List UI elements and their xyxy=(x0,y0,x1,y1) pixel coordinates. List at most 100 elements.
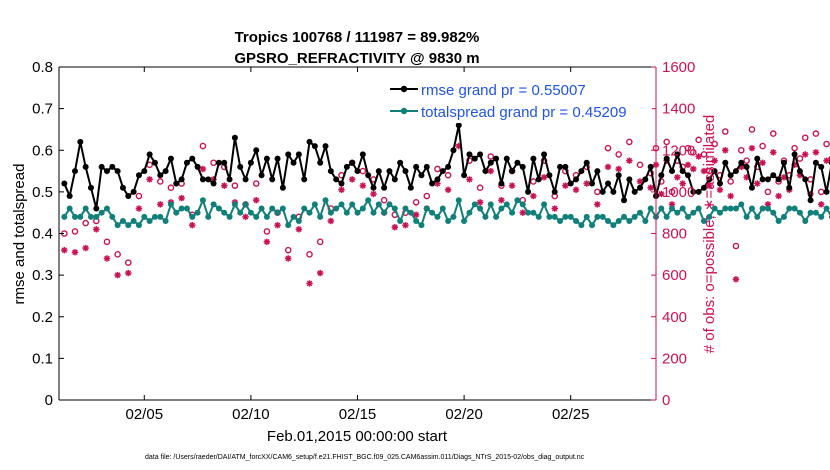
rmse-marker xyxy=(823,188,830,195)
y2-tick-label: 400 xyxy=(662,309,687,326)
y2-tick-label: 800 xyxy=(662,226,687,243)
totalspread-marker xyxy=(135,222,142,229)
rmse-marker xyxy=(477,151,484,158)
obs-possible-marker xyxy=(231,182,239,189)
obs-possible-marker xyxy=(711,140,718,148)
obs-assimilated-marker xyxy=(716,186,724,193)
obs-possible-marker xyxy=(759,142,766,150)
legend-rmse-label: rmse grand pr = 0.55007 xyxy=(421,82,586,99)
obs-assimilated-marker xyxy=(253,197,260,204)
totalspread-marker xyxy=(109,213,116,220)
rmse-marker xyxy=(322,143,329,150)
totalspread-marker xyxy=(381,209,388,216)
totalspread-marker xyxy=(429,209,436,216)
totalspread-marker xyxy=(370,209,377,216)
totalspread-marker xyxy=(242,201,249,208)
obs-assimilated-marker xyxy=(636,178,644,185)
obs-assimilated-marker xyxy=(802,151,809,158)
totalspread-marker xyxy=(391,205,398,212)
rmse-marker xyxy=(413,163,420,170)
totalspread-marker xyxy=(482,213,489,220)
totalspread-marker xyxy=(455,197,462,204)
obs-assimilated-marker xyxy=(338,186,345,193)
totalspread-marker xyxy=(349,201,356,208)
obs-possible-marker xyxy=(306,251,313,258)
totalspread-marker xyxy=(764,205,771,212)
rmse-marker xyxy=(397,159,404,166)
totalspread-marker xyxy=(87,213,94,220)
obs-assimilated-marker xyxy=(700,167,708,175)
obs-possible-marker xyxy=(71,228,79,235)
totalspread-marker xyxy=(157,213,164,220)
rmse-marker xyxy=(103,168,110,175)
rmse-marker xyxy=(242,176,249,183)
obs-possible-marker xyxy=(668,188,676,196)
rmse-marker xyxy=(301,176,308,183)
obs-assimilated-marker xyxy=(823,157,830,164)
totalspread-marker xyxy=(439,205,446,212)
rmse-marker xyxy=(637,184,644,191)
rmse-marker xyxy=(754,155,761,162)
data-layer xyxy=(61,115,830,287)
obs-possible-marker xyxy=(604,144,612,152)
rmse-marker xyxy=(407,184,414,191)
obs-assimilated-marker xyxy=(391,224,399,231)
totalspread-marker xyxy=(162,218,169,225)
totalspread-marker xyxy=(146,218,153,225)
rmse-marker xyxy=(199,176,206,183)
rmse-marker xyxy=(764,176,771,183)
totalspread-marker xyxy=(615,218,622,225)
totalspread-marker xyxy=(77,213,84,220)
totalspread-marker xyxy=(722,205,729,212)
rmse-marker xyxy=(434,176,441,183)
totalspread-marker xyxy=(583,213,590,220)
rmse-marker xyxy=(82,163,89,170)
obs-possible-marker xyxy=(135,192,143,200)
rmse-marker xyxy=(487,159,494,166)
obs-possible-marker xyxy=(801,134,809,142)
rmse-marker xyxy=(605,180,612,187)
obs-assimilated-marker xyxy=(82,244,89,252)
rmse-marker xyxy=(599,188,606,195)
obs-assimilated-marker xyxy=(157,201,164,208)
obs-possible-marker xyxy=(737,146,745,154)
obs-assimilated-marker xyxy=(727,192,734,200)
obs-assimilated-marker xyxy=(519,209,526,216)
obs-assimilated-marker xyxy=(103,255,111,262)
rmse-marker xyxy=(61,180,68,187)
obs-possible-marker xyxy=(487,153,495,160)
totalspread-marker xyxy=(610,222,617,229)
rmse-marker xyxy=(711,168,718,175)
rmse-marker xyxy=(525,188,532,195)
y-tick-label: 0.4 xyxy=(32,226,53,243)
totalspread-marker xyxy=(237,209,244,216)
obs-assimilated-marker xyxy=(775,192,782,200)
totalspread-marker xyxy=(66,205,73,212)
totalspread-marker xyxy=(71,213,78,220)
obs-assimilated-marker xyxy=(540,174,548,181)
rmse-marker xyxy=(503,155,510,162)
totalspread-marker xyxy=(690,209,697,216)
rmse-marker xyxy=(684,172,691,179)
obs-assimilated-marker xyxy=(466,176,473,183)
rmse-marker xyxy=(119,184,126,191)
obs-assimilated-marker xyxy=(402,221,409,229)
totalspread-marker xyxy=(397,218,404,225)
totalspread-marker xyxy=(354,209,361,216)
totalspread-marker xyxy=(780,213,787,220)
legend-spread-marker xyxy=(400,107,408,115)
x-tick-label: 02/05 xyxy=(126,406,164,423)
totalspread-marker xyxy=(727,205,734,212)
rmse-marker xyxy=(738,159,745,166)
totalspread-series xyxy=(61,197,830,229)
rmse-marker xyxy=(71,168,78,175)
totalspread-marker xyxy=(167,201,174,208)
totalspread-marker xyxy=(493,213,500,220)
rmse-marker xyxy=(461,172,468,179)
obs-possible-marker xyxy=(167,184,175,192)
rmse-marker xyxy=(615,172,622,179)
totalspread-marker xyxy=(477,205,484,212)
rmse-marker xyxy=(77,138,84,145)
obs-possible-marker xyxy=(434,165,441,173)
rmse-marker xyxy=(567,180,574,187)
